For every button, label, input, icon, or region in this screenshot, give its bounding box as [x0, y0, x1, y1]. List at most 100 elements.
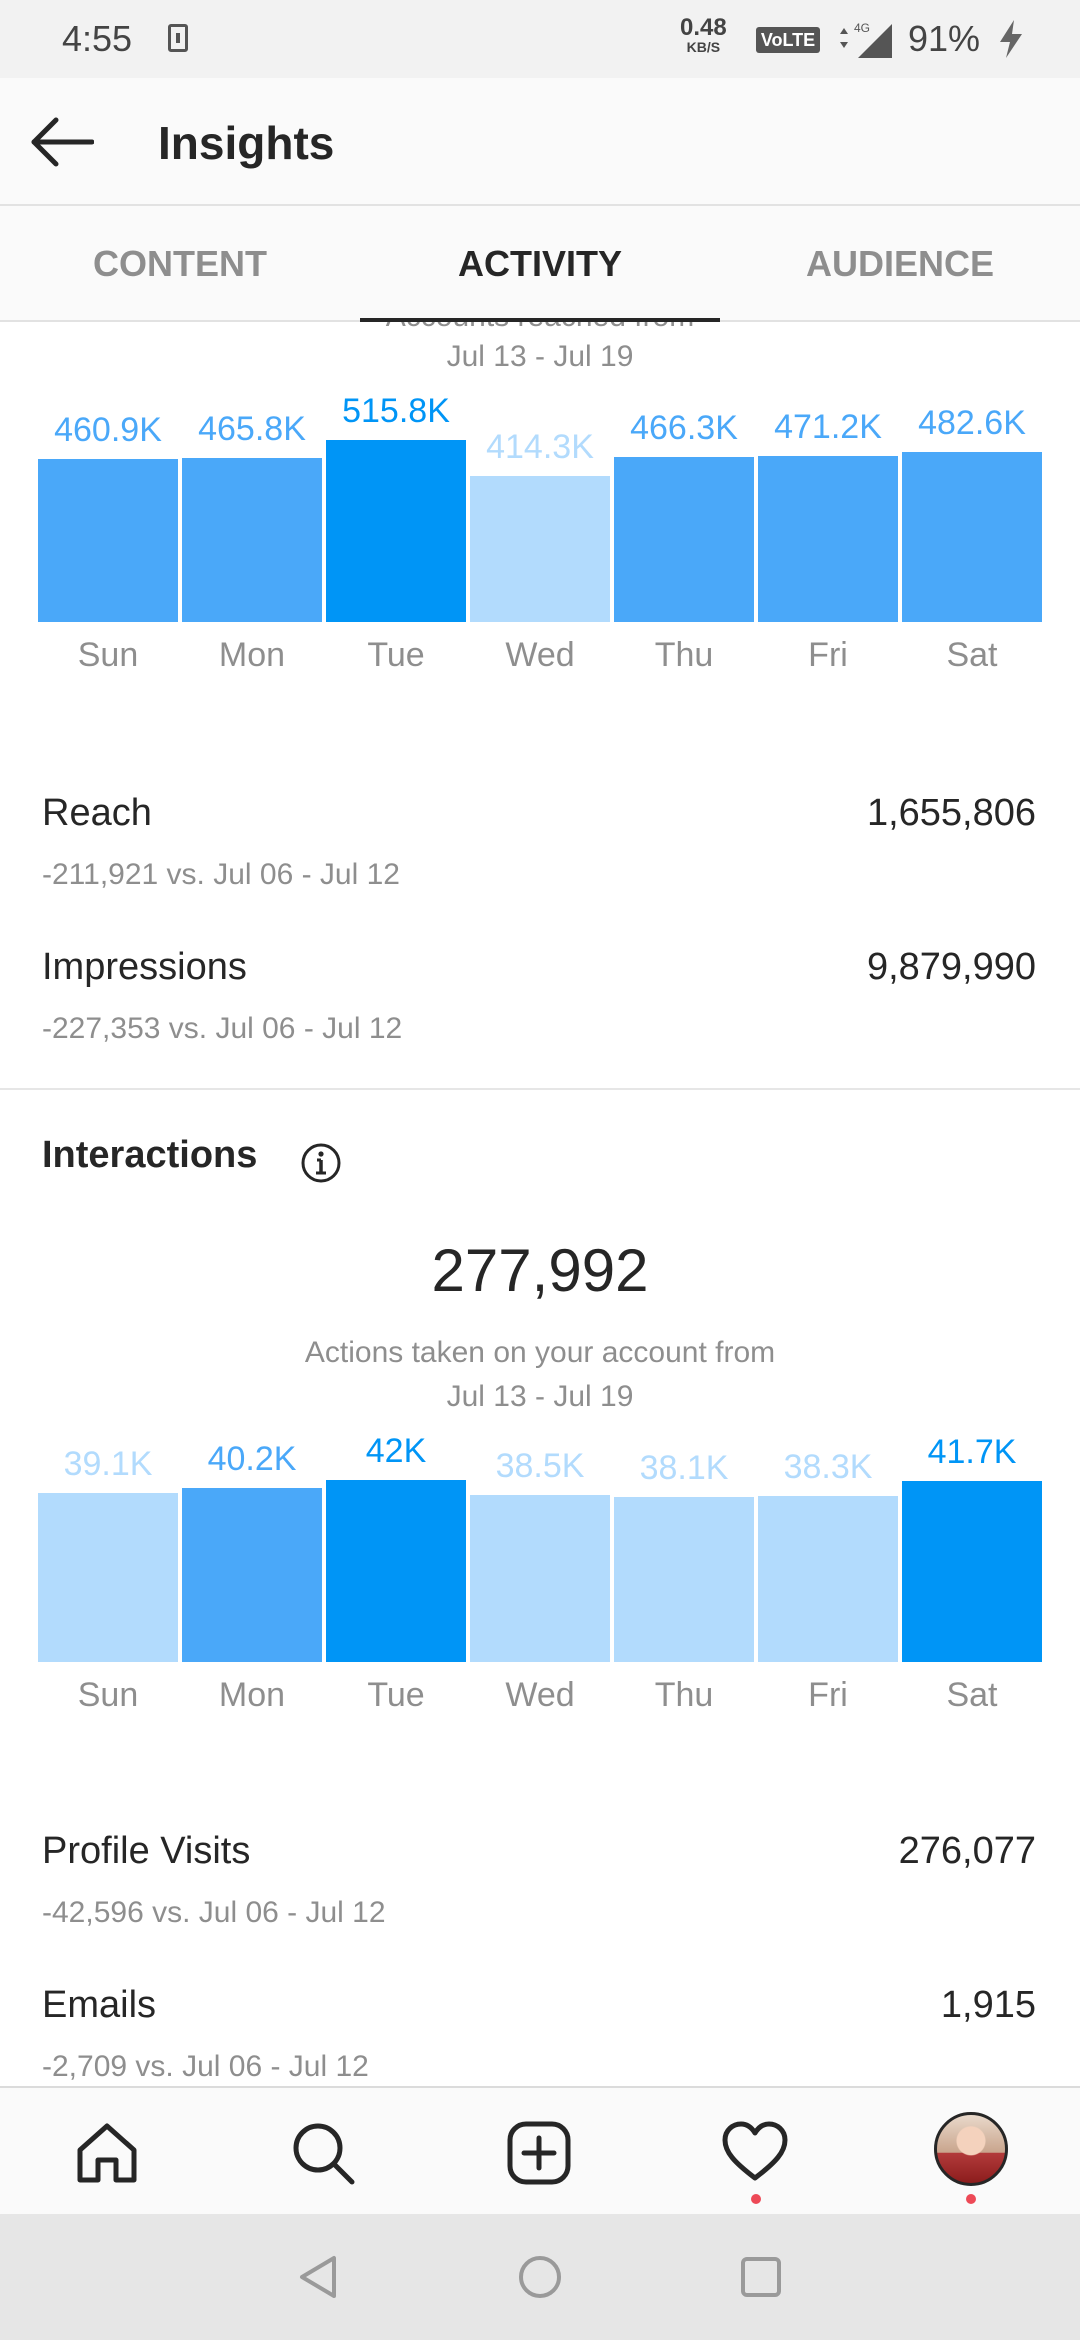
- reach-comparison: -211,921 vs. Jul 06 - Jul 12: [42, 858, 400, 891]
- info-icon[interactable]: [300, 1142, 342, 1184]
- bar-day-label: Sun: [77, 1676, 139, 1714]
- interactions-description: Actions taken on your account from: [304, 1336, 776, 1369]
- bar-value-label: 460.9K: [54, 411, 162, 449]
- emails-value: 1,915: [940, 1984, 1036, 2026]
- bar-day-label: Sat: [946, 1676, 998, 1714]
- activity-heart-icon[interactable]: [720, 2118, 790, 2188]
- profile-visits-value: 276,077: [898, 1830, 1036, 1872]
- bar-day-label: Thu: [654, 1676, 714, 1714]
- bar-value-label: 38.5K: [495, 1447, 585, 1485]
- reach-date-range: Jul 13 - Jul 19: [446, 340, 634, 373]
- bar-day-label: Mon: [218, 1676, 286, 1714]
- system-home-icon[interactable]: [515, 2252, 565, 2302]
- reach-heading-clipped: Accounts reached from: [0, 322, 1080, 338]
- bar-value-label: 515.8K: [342, 392, 450, 430]
- bar-value-label: 471.2K: [774, 408, 882, 446]
- bar-day-label: Tue: [367, 1676, 425, 1714]
- system-navigation-bar: [0, 2214, 1080, 2340]
- profile-avatar[interactable]: [934, 2112, 1008, 2186]
- bar-column-sun: 39.1K: [38, 1445, 178, 1662]
- tab-activity[interactable]: ACTIVITY: [457, 243, 622, 284]
- volte-badge: VoLTE: [756, 27, 820, 53]
- signal-icon: 4G: [840, 21, 892, 58]
- bar-value-label: 482.6K: [918, 404, 1026, 442]
- bar-day-label: Fri: [808, 636, 848, 674]
- emails-comparison: -2,709 vs. Jul 06 - Jul 12: [42, 2050, 369, 2083]
- bar-column-fri: 471.2K: [758, 408, 898, 622]
- bar-tue[interactable]: [326, 1480, 466, 1662]
- system-back-icon[interactable]: [294, 2252, 344, 2302]
- profile-visits-comparison: -42,596 vs. Jul 06 - Jul 12: [42, 1896, 386, 1929]
- bar-column-wed: 414.3K: [470, 410, 610, 622]
- reach-label: Reach: [42, 792, 152, 834]
- bar-mon[interactable]: [182, 1488, 322, 1662]
- status-bar: 4:55 0.48 KB/S VoLTE 4G 91%: [0, 0, 1080, 78]
- bar-column-tue: 42K: [326, 1432, 466, 1662]
- bar-sun[interactable]: [38, 459, 178, 622]
- app-header: Insights: [0, 78, 1080, 206]
- bar-wed[interactable]: [470, 476, 610, 622]
- reach-heading: Accounts reached from: [0, 322, 1080, 334]
- profile-notification-dot: [966, 2194, 976, 2204]
- bar-value-label: 466.3K: [630, 409, 738, 447]
- home-icon[interactable]: [72, 2118, 142, 2188]
- bar-value-label: 38.3K: [783, 1448, 873, 1486]
- bar-column-thu: 466.3K: [614, 409, 754, 622]
- bar-column-tue: 515.8K: [326, 392, 466, 622]
- bottom-navigation: [0, 2086, 1080, 2214]
- bar-sun[interactable]: [38, 1493, 178, 1662]
- activity-notification-dot: [751, 2194, 761, 2204]
- bar-column-fri: 38.3K: [758, 1448, 898, 1662]
- bar-thu[interactable]: [614, 1497, 754, 1662]
- bar-sat[interactable]: [902, 452, 1042, 622]
- bar-day-label: Sat: [946, 636, 998, 674]
- bar-mon[interactable]: [182, 458, 322, 622]
- bar-fri[interactable]: [758, 1496, 898, 1662]
- bar-day-label: Wed: [505, 1676, 575, 1714]
- bar-day-label: Fri: [808, 1676, 848, 1714]
- interactions-bar-chart: 39.1K Sun 40.2K Mon 42K Tue 38.5K Wed 38.1K Thu 38…: [38, 1432, 1042, 1740]
- bar-sat[interactable]: [902, 1481, 1042, 1662]
- battery-level: 91%: [908, 18, 981, 59]
- bar-column-wed: 38.5K: [470, 1447, 610, 1662]
- reach-value: 1,655,806: [866, 792, 1036, 834]
- bar-thu[interactable]: [614, 457, 754, 622]
- interactions-date-range: Jul 13 - Jul 19: [446, 1380, 634, 1413]
- reach-bar-chart: 460.9K Sun 465.8K Mon 515.8K Tue 414.3K Wed 466.…: [38, 392, 1042, 710]
- bar-value-label: 40.2K: [207, 1440, 297, 1478]
- new-post-icon[interactable]: [504, 2118, 574, 2188]
- interactions-title: Interactions: [42, 1134, 258, 1176]
- bar-value-label: 465.8K: [198, 410, 306, 448]
- bar-column-thu: 38.1K: [614, 1449, 754, 1662]
- bar-value-label: 39.1K: [63, 1445, 153, 1483]
- impressions-label: Impressions: [42, 946, 247, 988]
- tab-audience[interactable]: AUDIENCE: [805, 243, 994, 284]
- network-speed-value: 0.48: [680, 14, 727, 41]
- system-recents-icon[interactable]: [736, 2252, 786, 2302]
- bar-column-mon: 40.2K: [182, 1440, 322, 1662]
- search-icon[interactable]: [288, 2118, 358, 2188]
- impressions-value: 9,879,990: [866, 946, 1036, 988]
- bar-day-label: Thu: [654, 636, 714, 674]
- bar-value-label: 41.7K: [927, 1433, 1017, 1471]
- bar-value-label: 42K: [365, 1432, 427, 1470]
- section-divider: [0, 1088, 1080, 1090]
- network-speed-unit: KB/S: [686, 39, 721, 55]
- impressions-comparison: -227,353 vs. Jul 06 - Jul 12: [42, 1012, 403, 1045]
- bar-value-label: 414.3K: [486, 428, 594, 466]
- bar-column-sat: 41.7K: [902, 1433, 1042, 1662]
- bar-fri[interactable]: [758, 456, 898, 622]
- back-arrow-icon[interactable]: [30, 114, 94, 170]
- tab-content[interactable]: CONTENT: [93, 243, 267, 284]
- download-notification-icon: [168, 24, 188, 52]
- bar-column-sat: 482.6K: [902, 404, 1042, 622]
- bar-wed[interactable]: [470, 1495, 610, 1662]
- insights-tabs: CONTENT ACTIVITY AUDIENCE: [0, 206, 1080, 322]
- bar-column-mon: 465.8K: [182, 410, 322, 622]
- profile-visits-label: Profile Visits: [42, 1830, 251, 1872]
- bar-tue[interactable]: [326, 440, 466, 622]
- network-speed: 0.48 KB/S: [680, 14, 727, 55]
- network-type: 4G: [854, 21, 870, 35]
- active-tab-indicator: [360, 318, 720, 322]
- status-time: 4:55: [62, 18, 133, 59]
